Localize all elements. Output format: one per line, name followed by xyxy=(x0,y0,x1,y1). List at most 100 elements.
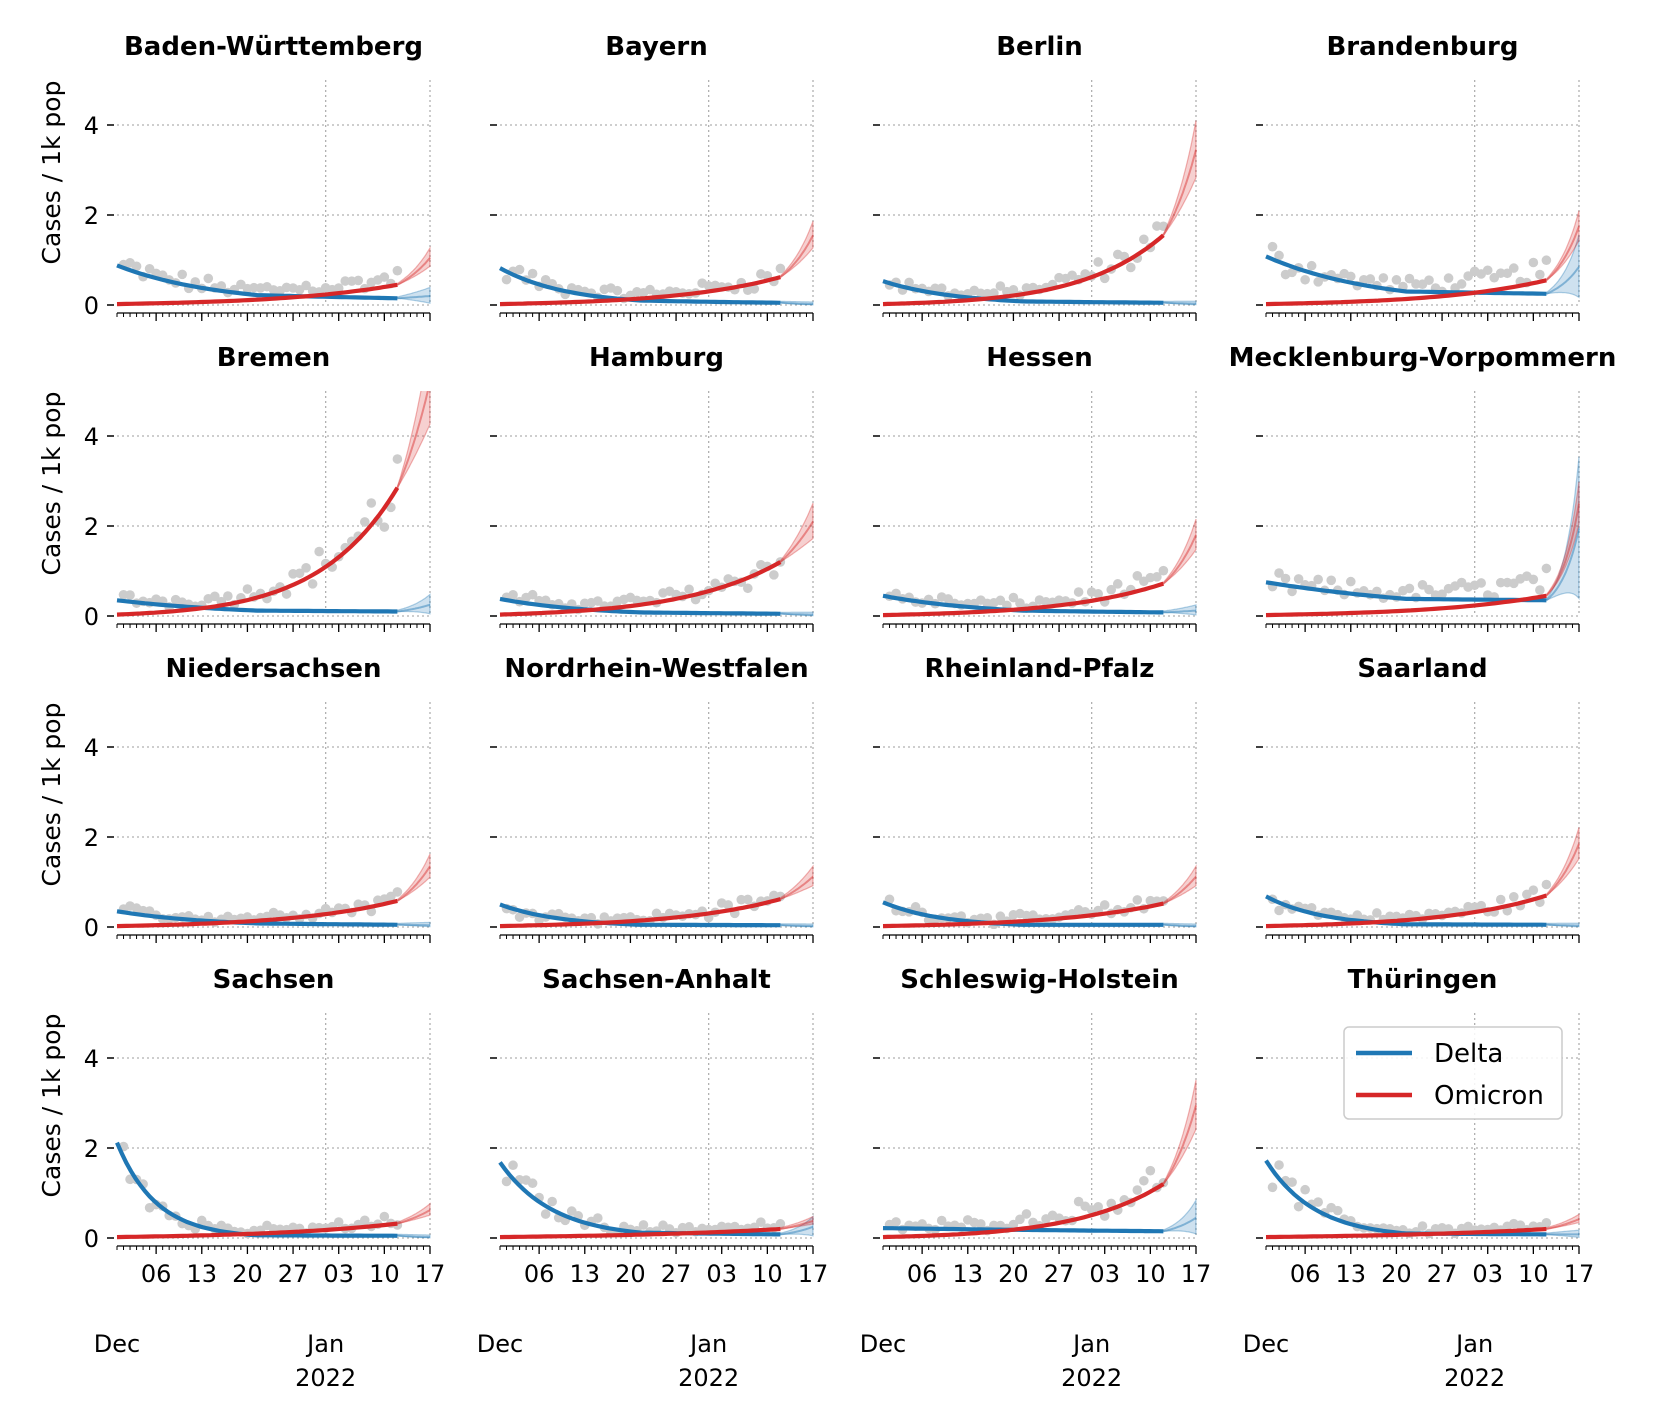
observed-point xyxy=(982,913,993,923)
observed-point xyxy=(359,1215,370,1226)
omicron-forecast-band-mean xyxy=(1162,149,1197,236)
panel-title: Brandenburg xyxy=(1326,32,1518,62)
observed-point xyxy=(1293,1201,1304,1212)
observed-point xyxy=(995,911,1006,922)
x-tick-label: 20 xyxy=(232,1260,263,1288)
delta-fit-line xyxy=(1265,894,1547,927)
observed-point xyxy=(1541,563,1552,574)
observed-point xyxy=(1152,572,1162,582)
omicron-forecast-band xyxy=(1162,1079,1197,1186)
x-month-label-jan: Jan xyxy=(305,1330,344,1358)
omicron-forecast-band-mean xyxy=(780,1219,814,1230)
omicron-fit-line xyxy=(499,897,781,929)
observed-point xyxy=(301,563,311,573)
panel-title: Rheinland-Pfalz xyxy=(925,654,1155,684)
observed-point xyxy=(1528,574,1539,585)
delta-forecast-band-mean xyxy=(397,603,431,613)
panel-title: Niedersachsen xyxy=(166,654,382,684)
x-year-label: 2022 xyxy=(1444,1364,1505,1392)
x-tick-label: 27 xyxy=(1427,1260,1458,1288)
panel-title: Berlin xyxy=(996,32,1083,62)
omicron-fit-line xyxy=(1265,278,1547,307)
observed-point xyxy=(1417,1221,1428,1231)
observed-point xyxy=(1541,255,1552,266)
observed-point xyxy=(281,589,292,599)
y-tick-label: 4 xyxy=(84,423,99,451)
delta-forecast-band xyxy=(396,593,431,615)
delta-forecast-band-mean xyxy=(780,301,813,306)
observed-point xyxy=(1391,275,1402,285)
x-tick-label: 10 xyxy=(752,1260,783,1288)
observed-point xyxy=(242,584,253,594)
observed-point xyxy=(1443,273,1454,283)
observed-point xyxy=(723,900,734,910)
observed-point xyxy=(1099,273,1110,284)
x-tick-label: 13 xyxy=(569,1260,600,1288)
x-year-label: 2022 xyxy=(1061,1364,1122,1392)
panel-berlin: Berlin xyxy=(873,32,1197,321)
y-axis-label: Cases / 1k pop xyxy=(37,703,66,887)
observed-point xyxy=(392,265,403,276)
omicron-forecast-band-mean xyxy=(1546,1218,1580,1230)
observed-point xyxy=(1280,573,1291,584)
observed-point xyxy=(1345,576,1356,587)
omicron-forecast-band-mean xyxy=(397,1209,431,1225)
omicron-fit-line xyxy=(1265,593,1547,618)
omicron-forecast-band-mean xyxy=(779,520,814,563)
legend: Delta Omicron xyxy=(1343,1026,1563,1120)
observed-point xyxy=(508,590,518,600)
omicron-fit-line xyxy=(882,233,1165,307)
y-tick-label: 4 xyxy=(84,112,99,140)
observed-point xyxy=(1528,885,1539,895)
observed-point xyxy=(379,1211,390,1222)
panel-sachsen-anhalt: Sachsen-Anhalt 06 13 20 27 03 10 17 Dec Jan 2022 xyxy=(477,965,829,1392)
observed-point xyxy=(508,1160,518,1171)
observed-point xyxy=(936,1215,947,1226)
omicron-fit-line xyxy=(882,581,1165,618)
observed-point xyxy=(1508,263,1519,273)
x-tick-label: 03 xyxy=(323,1260,354,1288)
panel-title: Saarland xyxy=(1357,654,1487,684)
observed-point xyxy=(910,902,921,912)
x-tick-label: 10 xyxy=(1518,1260,1549,1288)
omicron-fit-line xyxy=(116,1221,398,1240)
delta-forecast-band-mean xyxy=(780,1225,814,1236)
x-tick-label: 20 xyxy=(998,1260,1029,1288)
omicron-forecast-band-mean xyxy=(1162,1105,1197,1185)
x-year-label: 2022 xyxy=(295,1364,356,1392)
omicron-fit-line xyxy=(499,1226,781,1240)
observed-point xyxy=(379,522,390,532)
observed-point xyxy=(1502,268,1513,279)
omicron-forecast-band xyxy=(779,221,814,279)
y-tick-label: 0 xyxy=(84,914,99,942)
observed-point xyxy=(125,590,135,600)
observed-point xyxy=(353,275,364,286)
y-tick-label: 4 xyxy=(84,1045,99,1073)
observed-point xyxy=(210,591,220,602)
omicron-forecast-band-mean xyxy=(1545,225,1580,282)
observed-point xyxy=(1267,241,1278,252)
omicron-forecast-band-mean xyxy=(779,875,814,900)
x-tick-label: 06 xyxy=(141,1260,172,1288)
x-tick-label: 03 xyxy=(1089,1260,1120,1288)
x-tick-label: 06 xyxy=(1290,1260,1321,1288)
omicron-fit-line xyxy=(116,486,400,617)
observed-point xyxy=(1274,905,1284,916)
observed-point xyxy=(1424,584,1434,595)
observed-point xyxy=(995,595,1006,606)
panel-saarland: Saarland xyxy=(1256,654,1580,943)
observed-point xyxy=(891,1217,901,1227)
observed-point xyxy=(203,273,214,284)
delta-forecast-band-mean xyxy=(1163,609,1197,614)
observed-point xyxy=(314,546,324,557)
omicron-forecast-band-mean xyxy=(1162,875,1197,905)
observed-point xyxy=(1365,274,1376,284)
delta-fit-line xyxy=(882,900,1164,927)
delta-forecast-band-mean xyxy=(780,924,813,928)
observed-point xyxy=(742,583,753,594)
observed-point xyxy=(1139,234,1149,245)
x-month-label-jan: Jan xyxy=(1071,1330,1110,1358)
observed-point xyxy=(904,277,914,288)
omicron-forecast-band xyxy=(1545,1213,1580,1230)
observed-point xyxy=(1508,892,1519,902)
